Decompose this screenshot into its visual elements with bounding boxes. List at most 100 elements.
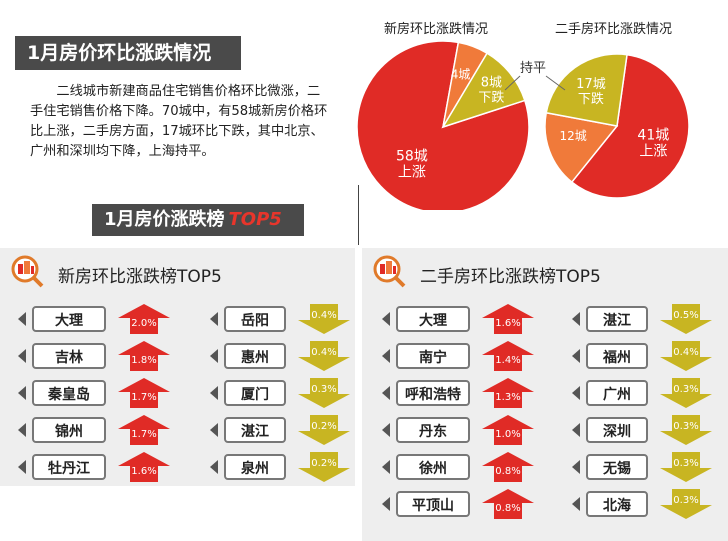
- fall-arrow: [298, 304, 350, 334]
- arrow-value-label: 1.8%: [131, 355, 157, 366]
- arrow-value-label: 1.6%: [131, 466, 157, 477]
- row-marker-icon: [572, 312, 580, 326]
- city-label: 丹东: [396, 417, 470, 443]
- arrow-value-label: 0.3%: [673, 458, 699, 469]
- arrow-value-label: 2.0%: [131, 318, 157, 329]
- banner-title-tag: TOP5: [228, 209, 282, 230]
- city-label: 锦州: [32, 417, 106, 443]
- house-magnifier-icon: [373, 255, 406, 288]
- city-label: 厦门: [224, 380, 286, 406]
- arrow-value-label: 0.2%: [311, 458, 337, 469]
- row-marker-icon: [382, 349, 390, 363]
- rise-arrow: [482, 489, 534, 519]
- pie-slice-label: 4城: [451, 67, 471, 81]
- arrow-value-label: 1.7%: [131, 429, 157, 440]
- pie-slice-label: 12城: [559, 129, 586, 143]
- arrow-value-label: 0.8%: [495, 466, 521, 477]
- pie-slice: [441, 52, 526, 129]
- arrow-value-label: 0.3%: [673, 421, 699, 432]
- pie-slice-label: 上涨: [639, 144, 667, 160]
- arrow-value-label: 0.3%: [673, 384, 699, 395]
- row-marker-icon: [210, 423, 218, 437]
- row-marker-icon: [382, 386, 390, 400]
- row-marker-icon: [572, 460, 580, 474]
- city-label: 北海: [586, 491, 648, 517]
- city-label: 南宁: [396, 343, 470, 369]
- pie-slice: [570, 53, 690, 199]
- pie-title-new: 新房环比涨跌情况: [384, 22, 489, 37]
- row-marker-icon: [382, 312, 390, 326]
- pie-slice-label: 58城: [396, 149, 428, 165]
- annotation-leader: [545, 75, 566, 91]
- row-marker-icon: [382, 460, 390, 474]
- row-marker-icon: [210, 386, 218, 400]
- rise-arrow: [118, 415, 170, 445]
- pie-slice-label: 17城: [576, 77, 606, 92]
- row-marker-icon: [572, 386, 580, 400]
- arrow-value-label: 0.4%: [311, 310, 337, 321]
- city-label: 福州: [586, 343, 648, 369]
- pie-slice-label: 8城: [481, 75, 502, 90]
- row-marker-icon: [18, 349, 26, 363]
- row-marker-icon: [382, 423, 390, 437]
- city-label: 湛江: [224, 417, 286, 443]
- fall-arrow: [298, 415, 350, 445]
- intro-text: 二线城市新建商品住宅销售价格环比微涨，二手住宅销售价格下降。70城中，有58城新…: [30, 84, 328, 159]
- fall-arrow: [660, 304, 712, 334]
- arrow-value-label: 0.5%: [673, 310, 699, 321]
- city-label: 深圳: [586, 417, 648, 443]
- rise-arrow: [482, 304, 534, 334]
- divider: [358, 185, 359, 245]
- pie-slice-label: 上涨: [398, 165, 426, 181]
- fall-arrow: [660, 378, 712, 408]
- rise-arrow: [482, 452, 534, 482]
- arrow-value-label: 1.4%: [495, 355, 521, 366]
- new-house-top5-title: 新房环比涨跌榜TOP5: [58, 267, 222, 287]
- row-marker-icon: [210, 460, 218, 474]
- arrow-value-label: 1.7%: [131, 392, 157, 403]
- pie-slice-label: 下跌: [478, 89, 504, 105]
- fall-arrow: [660, 341, 712, 371]
- banner-title-main: 1月房价涨跌榜: [104, 209, 225, 230]
- city-label: 牡丹江: [32, 454, 106, 480]
- rise-arrow: [118, 452, 170, 482]
- arrow-value-label: 1.0%: [495, 429, 521, 440]
- arrow-value-label: 0.4%: [311, 347, 337, 358]
- rise-arrow: [118, 378, 170, 408]
- city-label: 平顶山: [396, 491, 470, 517]
- rise-arrow: [482, 378, 534, 408]
- arrow-value-label: 0.2%: [311, 421, 337, 432]
- arrow-value-label: 0.4%: [673, 347, 699, 358]
- city-label: 大理: [396, 306, 470, 332]
- fall-arrow: [660, 489, 712, 519]
- arrow-value-label: 0.3%: [311, 384, 337, 395]
- fall-arrow: [660, 415, 712, 445]
- row-marker-icon: [18, 423, 26, 437]
- row-marker-icon: [572, 497, 580, 511]
- rise-arrow: [118, 341, 170, 371]
- fall-arrow: [298, 378, 350, 408]
- pie-slice: [544, 111, 619, 184]
- row-marker-icon: [210, 312, 218, 326]
- second-house-top5-title: 二手房环比涨跌榜TOP5: [420, 267, 601, 287]
- pie-title-second: 二手房环比涨跌情况: [555, 22, 673, 37]
- city-label: 惠州: [224, 343, 286, 369]
- arrow-value-label: 1.6%: [495, 318, 521, 329]
- banner-title: 1月房价环比涨跌情况: [27, 42, 212, 64]
- arrow-value-label: 0.3%: [673, 495, 699, 506]
- row-marker-icon: [210, 349, 218, 363]
- pie-slice-label: 41城: [637, 128, 669, 144]
- city-label: 岳阳: [224, 306, 286, 332]
- row-marker-icon: [18, 312, 26, 326]
- fall-arrow: [298, 452, 350, 482]
- city-label: 泉州: [224, 454, 286, 480]
- city-label: 无锡: [586, 454, 648, 480]
- arrow-value-label: 0.8%: [495, 503, 521, 514]
- pie-slice: [545, 53, 628, 127]
- row-marker-icon: [572, 349, 580, 363]
- section-banner-top5: 1月房价涨跌榜 TOP5: [92, 204, 304, 236]
- fall-arrow: [660, 452, 712, 482]
- pie-annotation: 持平: [520, 61, 546, 76]
